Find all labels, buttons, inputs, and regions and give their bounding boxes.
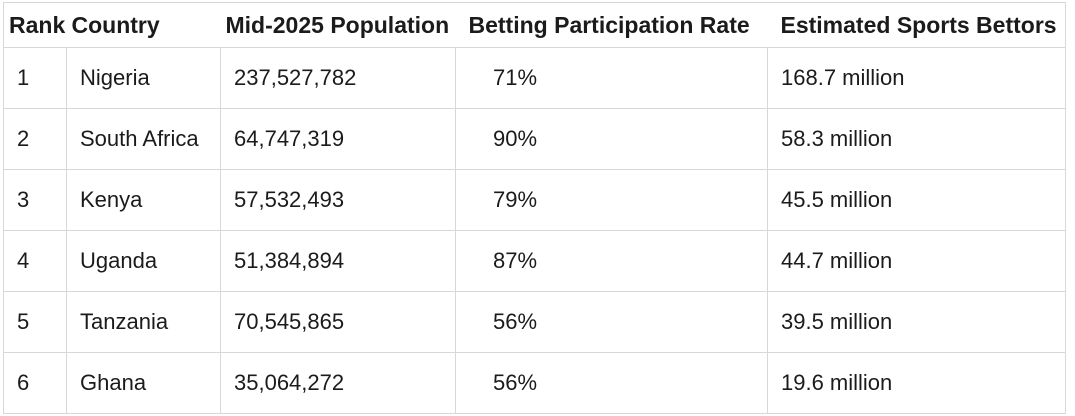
sports-betting-table-container: Rank Country Mid-2025 Population Betting… [3,2,1066,414]
cell-rank: 1 [3,47,67,109]
table-row: 4 Uganda 51,384,894 87% 44.7 million [3,230,1066,292]
cell-rate: 56% [455,352,768,414]
cell-population: 35,064,272 [220,352,456,414]
table-header: Rank Country Mid-2025 Population Betting… [3,2,1066,48]
cell-bettors: 168.7 million [767,47,1066,109]
cell-bettors: 44.7 million [767,230,1066,292]
cell-rank: 2 [3,108,67,170]
cell-population: 51,384,894 [220,230,456,292]
cell-population: 70,545,865 [220,291,456,353]
table-row: 3 Kenya 57,532,493 79% 45.5 million [3,169,1066,231]
cell-rank: 5 [3,291,67,353]
cell-bettors: 45.5 million [767,169,1066,231]
table-row: 1 Nigeria 237,527,782 71% 168.7 million [3,47,1066,109]
column-header-rate: Betting Participation Rate [455,2,768,48]
cell-country: Ghana [66,352,221,414]
cell-rank: 3 [3,169,67,231]
cell-bettors: 39.5 million [767,291,1066,353]
cell-country: South Africa [66,108,221,170]
table-row: 2 South Africa 64,747,319 90% 58.3 milli… [3,108,1066,170]
cell-rate: 71% [455,47,768,109]
cell-rate: 87% [455,230,768,292]
column-header-bettors: Estimated Sports Bettors [767,2,1066,48]
cell-rate: 90% [455,108,768,170]
header-row: Rank Country Mid-2025 Population Betting… [3,2,1066,48]
cell-country: Nigeria [66,47,221,109]
cell-population: 64,747,319 [220,108,456,170]
sports-betting-table: Rank Country Mid-2025 Population Betting… [3,2,1066,414]
column-header-country: Country [66,2,221,48]
cell-country: Kenya [66,169,221,231]
cell-rank: 6 [3,352,67,414]
cell-rate: 56% [455,291,768,353]
column-header-rank: Rank [3,2,67,48]
table-body: 1 Nigeria 237,527,782 71% 168.7 million … [3,47,1066,414]
table-row: 5 Tanzania 70,545,865 56% 39.5 million [3,291,1066,353]
cell-bettors: 19.6 million [767,352,1066,414]
cell-rank: 4 [3,230,67,292]
cell-population: 237,527,782 [220,47,456,109]
cell-country: Tanzania [66,291,221,353]
cell-rate: 79% [455,169,768,231]
column-header-population: Mid-2025 Population [220,2,456,48]
cell-population: 57,532,493 [220,169,456,231]
cell-bettors: 58.3 million [767,108,1066,170]
table-row: 6 Ghana 35,064,272 56% 19.6 million [3,352,1066,414]
cell-country: Uganda [66,230,221,292]
